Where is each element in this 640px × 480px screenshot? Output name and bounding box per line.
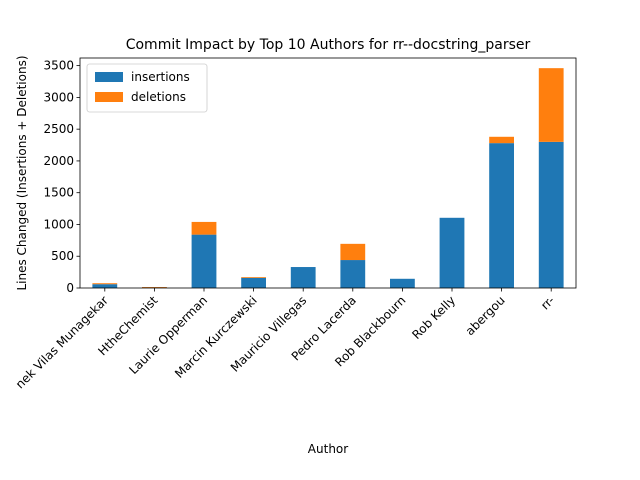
bar-insertions-9 [538,141,564,288]
bars-group [92,68,564,288]
bar-insertions-0 [92,284,118,288]
y-tick-label: 1000 [43,217,74,231]
y-tick-label: 500 [51,249,74,263]
y-tick-label: 1500 [43,186,74,200]
legend-label-deletions: deletions [131,90,186,104]
legend: insertions deletions [86,63,208,113]
legend-swatch-deletions [95,92,123,102]
bar-deletions-9 [538,68,564,142]
y-tick-label: 2500 [43,122,74,136]
bar-deletions-2 [191,221,217,235]
x-axis-label: Author [308,442,348,456]
y-tick-label: 0 [66,281,74,295]
bar-deletions-3 [241,277,266,278]
bar-insertions-7 [439,217,465,288]
bar-insertions-6 [390,278,415,288]
y-tick-label: 2000 [43,154,74,168]
y-axis: 0 500 1000 1500 2000 2500 3000 3500 [43,59,80,295]
x-tick-label: nek Vilas Munagekar [13,293,111,391]
bar-deletions-8 [489,136,514,144]
bar-deletions-0 [92,283,118,285]
bar-insertions-4 [290,267,316,288]
bar-insertions-5 [340,260,366,288]
x-tick-label: rr- [538,293,557,312]
bar-insertions-3 [241,277,266,288]
bar-insertions-8 [489,143,514,288]
x-tick-label: abergou [463,293,508,338]
x-tick-label: Rob Kelly [409,293,458,342]
plot-frame [79,57,577,289]
bar-deletions-5 [340,243,366,261]
y-tick-label: 3000 [43,90,74,104]
y-axis-label: Lines Changed (Insertions + Deletions) [15,55,29,290]
x-tick-label: Marcin Kurczewski [172,293,260,381]
bar-deletions-1 [142,287,167,288]
chart-title: Commit Impact by Top 10 Authors for rr--… [126,37,531,53]
legend-swatch-insertions [95,72,123,82]
legend-label-insertions: insertions [131,70,190,84]
bar-insertions-2 [191,234,217,288]
y-tick-label: 3500 [43,59,74,73]
